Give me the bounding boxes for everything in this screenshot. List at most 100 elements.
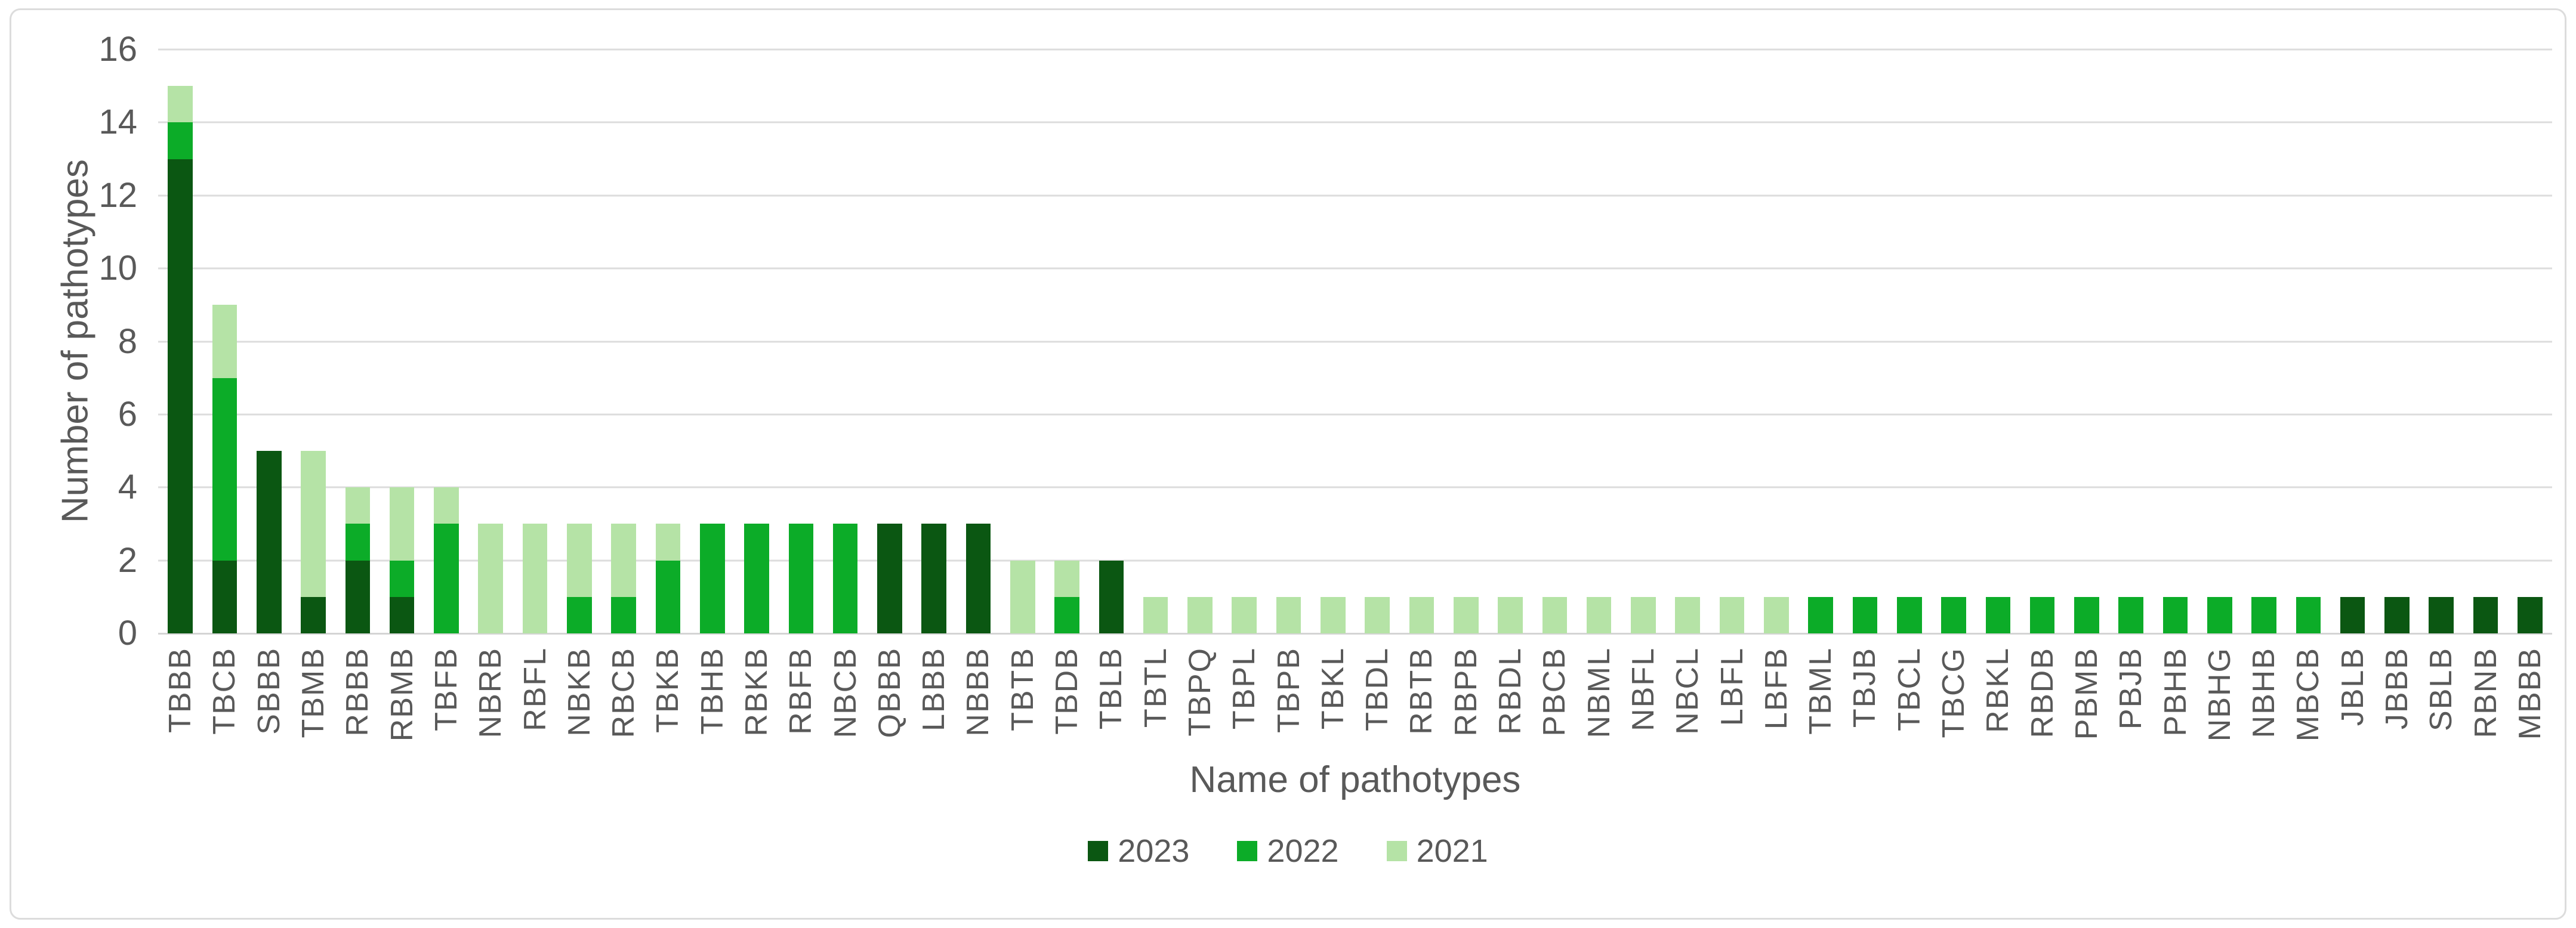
x-tick-cell: RBKB — [735, 647, 779, 775]
gridline-6 — [158, 413, 2552, 416]
bar-segment-2022 — [1985, 596, 2011, 633]
x-tick-label: PBCB — [1537, 647, 1572, 737]
bar-segment-2022 — [2029, 596, 2055, 633]
bar-RBFL — [513, 50, 557, 633]
x-tick-label: TBTL — [1138, 647, 1173, 728]
x-tick-cell: NBHG — [2198, 647, 2242, 775]
bar-RBKB — [735, 50, 779, 633]
bar-TBCL — [1887, 50, 1932, 633]
x-tick-cell: RBMB — [380, 647, 424, 775]
x-tick-cell: RBCB — [601, 647, 646, 775]
bar-segment-2022 — [1941, 596, 1966, 633]
bar-TBMB — [291, 50, 335, 633]
x-tick-cell: TBMB — [291, 647, 335, 775]
bar-PBMB — [2065, 50, 2109, 633]
bar-segment-2021 — [1586, 596, 1612, 633]
x-tick-cell: LBBB — [912, 647, 956, 775]
stacked-bar — [832, 50, 858, 633]
y-tick-label: 14 — [98, 103, 137, 142]
x-tick-cell: TBLB — [1089, 647, 1133, 775]
x-tick-label: PBMB — [2069, 647, 2104, 740]
stacked-bar — [877, 50, 902, 633]
y-tick-label: 2 — [118, 540, 137, 580]
bar-segment-2023 — [256, 451, 282, 633]
stacked-bar — [1409, 50, 1434, 633]
x-tick-cell: RBDB — [2020, 647, 2064, 775]
bar-TBKB — [646, 50, 690, 633]
legend-label: 2021 — [1416, 833, 1488, 869]
stacked-bar — [1365, 50, 1390, 633]
bar-LBFB — [1754, 50, 1798, 633]
bar-LBBB — [912, 50, 956, 633]
bar-segment-2021 — [389, 487, 415, 561]
bar-segment-2022 — [212, 378, 237, 561]
x-tick-cell: PBJB — [2109, 647, 2153, 775]
x-tick-cell: SBLB — [2419, 647, 2463, 775]
bar-TBML — [1798, 50, 1843, 633]
x-tick-cell: SBBB — [247, 647, 291, 775]
bar-PBJB — [2109, 50, 2153, 633]
stacked-bar — [1764, 50, 1789, 633]
x-tick-cell: TBTB — [1001, 647, 1045, 775]
x-tick-label: RBKB — [739, 647, 774, 737]
stacked-bar — [1896, 50, 1922, 633]
stacked-bar — [1675, 50, 1701, 633]
x-tick-label: TBDL — [1360, 647, 1395, 731]
x-tick-label: TBLB — [1094, 647, 1129, 730]
stacked-bar — [655, 50, 681, 633]
bar-TBPQ — [1178, 50, 1222, 633]
x-tick-cell: NBCB — [823, 647, 867, 775]
x-tick-label: RBFL — [517, 647, 553, 731]
stacked-bar — [2029, 50, 2055, 633]
bar-segment-2023 — [2429, 596, 2454, 633]
y-tick-label: 6 — [118, 394, 137, 434]
x-tick-cell: RBFB — [779, 647, 823, 775]
x-tick-label: RBKL — [1980, 647, 2016, 733]
bar-segment-2021 — [1719, 596, 1745, 633]
bar-segment-2022 — [1852, 596, 1878, 633]
x-tick-cell: RBBB — [335, 647, 380, 775]
stacked-bar — [1542, 50, 1568, 633]
x-tick-label: SBLB — [2424, 647, 2459, 731]
x-tick-cell: TBKB — [646, 647, 690, 775]
bar-segment-2023 — [877, 524, 902, 633]
x-tick-cell: NBBB — [956, 647, 1000, 775]
bar-segment-2021 — [1232, 596, 1257, 633]
x-tick-label: RBDB — [2025, 647, 2060, 738]
stacked-bar — [1321, 50, 1346, 633]
x-tick-label: TBPL — [1227, 647, 1262, 730]
bar-RBNB — [2463, 50, 2507, 633]
bar-segment-2021 — [1276, 596, 1301, 633]
x-tick-cell: NBKB — [557, 647, 601, 775]
bar-MBBB — [2508, 50, 2552, 633]
y-tick-label: 16 — [98, 30, 137, 69]
bar-NBHB — [2242, 50, 2286, 633]
legend-label: 2022 — [1267, 833, 1339, 869]
x-tick-label: QBBB — [872, 647, 907, 738]
stacked-bar — [168, 50, 193, 633]
bar-TBPB — [1266, 50, 1310, 633]
legend-item-2021: 2021 — [1386, 833, 1488, 870]
bar-segment-2021 — [1675, 596, 1701, 633]
stacked-bar — [2251, 50, 2276, 633]
gridline-14 — [158, 121, 2552, 123]
legend-swatch-icon — [1237, 841, 1258, 861]
stacked-bar — [1719, 50, 1745, 633]
bar-segment-2022 — [2118, 596, 2143, 633]
chart-border-frame — [10, 8, 2566, 920]
x-tick-cell: TBDL — [1355, 647, 1399, 775]
x-tick-cell: TBCB — [202, 647, 246, 775]
stacked-bar — [788, 50, 814, 633]
x-tick-label: RBPB — [1448, 647, 1483, 737]
stacked-bar — [2429, 50, 2454, 633]
x-tick-cell: NBRB — [468, 647, 513, 775]
bar-segment-2022 — [2207, 596, 2232, 633]
bar-segment-2022 — [2074, 596, 2099, 633]
stacked-bar — [1453, 50, 1479, 633]
bar-segment-2022 — [611, 596, 636, 633]
gridline-8 — [158, 341, 2552, 342]
bar-NBBB — [956, 50, 1000, 633]
x-tick-cell: RBKL — [1976, 647, 2020, 775]
bar-segment-2022 — [2162, 596, 2188, 633]
gridline-2 — [158, 559, 2552, 562]
